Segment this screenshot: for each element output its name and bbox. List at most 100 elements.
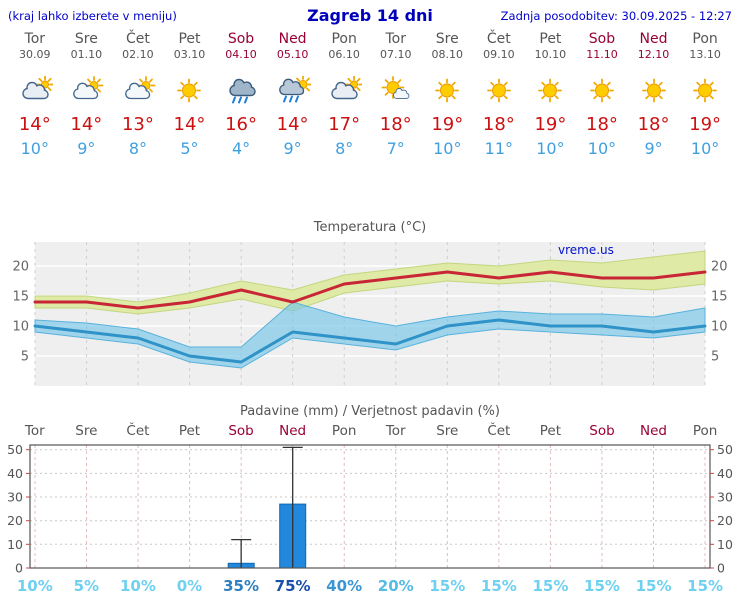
precip-probability: 5%: [73, 577, 100, 595]
watermark-link[interactable]: vreme.us: [558, 243, 614, 257]
weather-icon: [171, 76, 207, 105]
precip-probability: 15%: [687, 577, 724, 595]
day-column[interactable]: Sre 08.10 19° 10°: [422, 31, 474, 158]
precip-probability: 15%: [532, 577, 569, 595]
precip-axis-day: Pon: [692, 423, 718, 439]
day-name: Sob: [588, 31, 616, 47]
day-column[interactable]: Pon 06.10 17° 8°: [318, 31, 370, 158]
day-column[interactable]: Sob 04.10 16° 4°: [215, 31, 267, 158]
temp-max: 19°: [431, 114, 464, 135]
weather-icon: [636, 76, 672, 105]
day-date: 07.10: [379, 48, 412, 61]
day-date: 08.10: [431, 48, 464, 61]
svg-text:15: 15: [711, 290, 728, 305]
svg-text:50: 50: [7, 442, 23, 457]
day-date: 04.10: [225, 48, 257, 61]
day-name: Tor: [385, 31, 406, 47]
svg-text:15: 15: [12, 290, 29, 305]
temp-max: 18°: [637, 114, 670, 135]
day-column[interactable]: Ned 05.10 14° 9°: [267, 31, 319, 158]
temp-max: 18°: [586, 114, 618, 135]
precip-axis-day: Ned: [279, 423, 307, 439]
temp-min: 10°: [587, 139, 617, 158]
precip-probability: 15%: [635, 577, 672, 595]
day-date: 05.10: [276, 48, 309, 61]
day-date: 03.10: [173, 48, 206, 61]
temp-max: 16°: [225, 114, 257, 135]
svg-text:30: 30: [717, 490, 733, 505]
svg-text:20: 20: [12, 260, 29, 275]
menu-hint: (kraj lahko izberete v meniju): [8, 9, 177, 23]
weather-icon: [120, 76, 156, 105]
header: (kraj lahko izberete v meniju) Zagreb 14…: [8, 6, 732, 28]
temp-max: 14°: [18, 114, 51, 135]
temp-max: 18°: [379, 114, 412, 135]
precip-axis-day: Sre: [436, 423, 459, 439]
precipitation-chart-title: Padavine (mm) / Verjetnost padavin (%): [240, 404, 500, 419]
temp-max: 14°: [70, 114, 103, 135]
precip-probability: 15%: [480, 577, 517, 595]
temp-min: 10°: [20, 139, 49, 158]
page-title: Zagreb 14 dni: [307, 6, 433, 25]
precip-probability: 40%: [326, 577, 363, 595]
precipitation-chart: 0 0 10 10 20 20 30 30 40 40 50 50: [7, 442, 733, 576]
day-name: Pet: [178, 31, 201, 47]
svg-text:10: 10: [711, 320, 728, 335]
precip-probability: 20%: [377, 577, 414, 595]
day-date: 10.10: [534, 48, 567, 61]
svg-text:10: 10: [12, 320, 29, 335]
temp-max: 18°: [482, 114, 515, 135]
temp-min: 11°: [484, 139, 514, 158]
svg-text:20: 20: [711, 260, 728, 275]
precip-axis-day: Pet: [539, 423, 562, 439]
temp-max: 14°: [276, 114, 309, 135]
temp-max: 19°: [689, 114, 722, 135]
weather-icon: [481, 76, 517, 105]
precip-probability: 0%: [176, 577, 203, 595]
precip-axis-day: Tor: [385, 423, 406, 439]
temp-min: 8°: [128, 139, 147, 158]
day-name: Ned: [639, 31, 668, 47]
day-column[interactable]: Ned 12.10 18° 9°: [628, 31, 680, 158]
day-column[interactable]: Sre 01.10 14° 9°: [61, 31, 113, 158]
day-name: Pon: [331, 31, 357, 47]
precip-day-axis: Tor Sre Čet Pet Sob Ned Pon Tor Sre Čet Pet Sob Ned P…: [9, 423, 731, 439]
day-date: 13.10: [689, 48, 721, 61]
day-column[interactable]: Čet 02.10 13° 8°: [112, 31, 164, 158]
precip-probability: 35%: [223, 577, 259, 595]
weather-icon: [68, 76, 104, 105]
weather-icon: [223, 76, 259, 105]
day-name: Tor: [24, 31, 46, 47]
day-column[interactable]: Tor 30.09 14° 10°: [9, 31, 61, 158]
day-column[interactable]: Sob 11.10 18° 10°: [576, 31, 628, 158]
day-date: 30.09: [19, 48, 51, 61]
svg-text:20: 20: [7, 513, 23, 528]
weather-icon: [429, 76, 465, 105]
day-name: Sre: [74, 31, 98, 47]
weather-icon: [532, 76, 568, 105]
day-column[interactable]: Pet 03.10 14° 5°: [164, 31, 216, 158]
precip-axis-day: Čet: [126, 423, 150, 439]
day-date: 12.10: [637, 48, 670, 61]
precip-axis-day: Pon: [331, 423, 357, 439]
precip-axis-day: Tor: [24, 423, 45, 439]
day-column[interactable]: Pet 10.10 19° 10°: [525, 31, 577, 158]
day-name: Ned: [278, 31, 307, 47]
temp-max: 13°: [121, 114, 154, 135]
temp-min: 8°: [335, 139, 354, 158]
day-column[interactable]: Pon 13.10 19° 10°: [679, 31, 731, 158]
precip-probability: 15%: [429, 577, 466, 595]
temp-min: 9°: [283, 139, 302, 158]
temp-min: 4°: [231, 139, 251, 158]
day-date: 09.10: [483, 48, 515, 61]
precip-axis-day: Sob: [589, 423, 615, 439]
day-column[interactable]: Tor 07.10 18° 7°: [370, 31, 422, 158]
temp-min: 7°: [386, 139, 405, 158]
svg-text:40: 40: [717, 466, 733, 481]
svg-text:10: 10: [7, 537, 23, 552]
svg-text:0: 0: [15, 561, 23, 576]
svg-text:0: 0: [717, 561, 725, 576]
day-column[interactable]: Čet 09.10 18° 11°: [473, 31, 525, 158]
precip-axis-day: Pet: [178, 423, 201, 439]
svg-text:10: 10: [717, 537, 733, 552]
